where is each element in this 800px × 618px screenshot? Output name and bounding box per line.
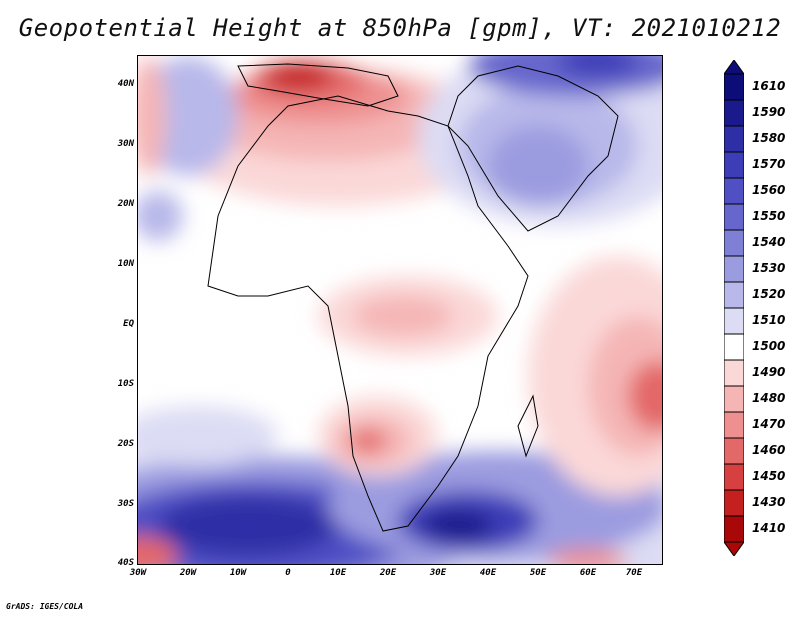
credit-text: GrADS: IGES/COLA [6, 602, 84, 611]
colorbar-top-arrow [724, 60, 744, 75]
colorbar-bottom-arrow [724, 541, 744, 556]
chart-title: Geopotential Height at 850hPa [gpm], VT:… [18, 14, 782, 42]
lat-label: 10N [117, 259, 134, 269]
colorbar-label: 1490 [752, 365, 786, 379]
lat-label: 40S [117, 558, 134, 568]
lon-label: 20W [179, 568, 197, 578]
colorbar-label: 1530 [752, 261, 786, 275]
colorbar-swatch [724, 307, 744, 335]
colorbar-swatch [724, 281, 744, 309]
lat-label: 10S [117, 379, 134, 389]
lon-label: 60E [579, 568, 597, 578]
colorbar-swatch [724, 437, 744, 465]
colorbar [724, 60, 744, 556]
lon-label: 30W [129, 568, 147, 578]
colorbar-label: 1480 [752, 391, 786, 405]
colorbar-label: 1590 [752, 105, 786, 119]
colorbar-label: 1410 [752, 521, 786, 535]
lon-label: 20E [379, 568, 397, 578]
colorbar-swatch [724, 255, 744, 283]
colorbar-swatch [724, 203, 744, 231]
lon-label: 0 [285, 568, 291, 578]
colorbar-swatch [724, 125, 744, 153]
colorbar-swatch [724, 463, 744, 491]
colorbar-swatch [724, 489, 744, 517]
lon-label: 10W [229, 568, 247, 578]
lon-label: 50E [529, 568, 547, 578]
lat-label: 20S [117, 439, 134, 449]
lat-label: 20N [117, 199, 134, 209]
colorbar-label: 1540 [752, 235, 786, 249]
lon-label: 70E [625, 568, 643, 578]
colorbar-swatch [724, 359, 744, 387]
lat-label: 40N [117, 79, 134, 89]
colorbar-label: 1470 [752, 417, 786, 431]
colorbar-label: 1450 [752, 469, 786, 483]
lat-label: 30N [117, 139, 134, 149]
colorbar-swatch [724, 73, 744, 101]
colorbar-swatch [724, 99, 744, 127]
lat-label: 30S [117, 499, 134, 509]
colorbar-swatch [724, 229, 744, 257]
colorbar-swatch [724, 333, 744, 361]
lon-label: 40E [479, 568, 497, 578]
colorbar-label: 1500 [752, 339, 786, 353]
map-panel [137, 55, 663, 565]
colorbar-swatch [724, 177, 744, 205]
lat-label: EQ [123, 319, 134, 329]
coastline [207, 63, 619, 532]
colorbar-swatch [724, 151, 744, 179]
colorbar-label: 1510 [752, 313, 786, 327]
colorbar-label: 1580 [752, 131, 786, 145]
colorbar-label: 1430 [752, 495, 786, 509]
colorbar-label: 1610 [752, 79, 786, 93]
colorbar-swatch [724, 385, 744, 413]
colorbar-label: 1520 [752, 287, 786, 301]
colorbar-label: 1570 [752, 157, 786, 171]
colorbar-swatch [724, 411, 744, 439]
lon-label: 30E [429, 568, 447, 578]
height-field-map [138, 56, 662, 564]
colorbar-label: 1460 [752, 443, 786, 457]
colorbar-label: 1550 [752, 209, 786, 223]
lon-label: 10E [329, 568, 347, 578]
colorbar-label: 1560 [752, 183, 786, 197]
colorbar-swatch [724, 515, 744, 543]
